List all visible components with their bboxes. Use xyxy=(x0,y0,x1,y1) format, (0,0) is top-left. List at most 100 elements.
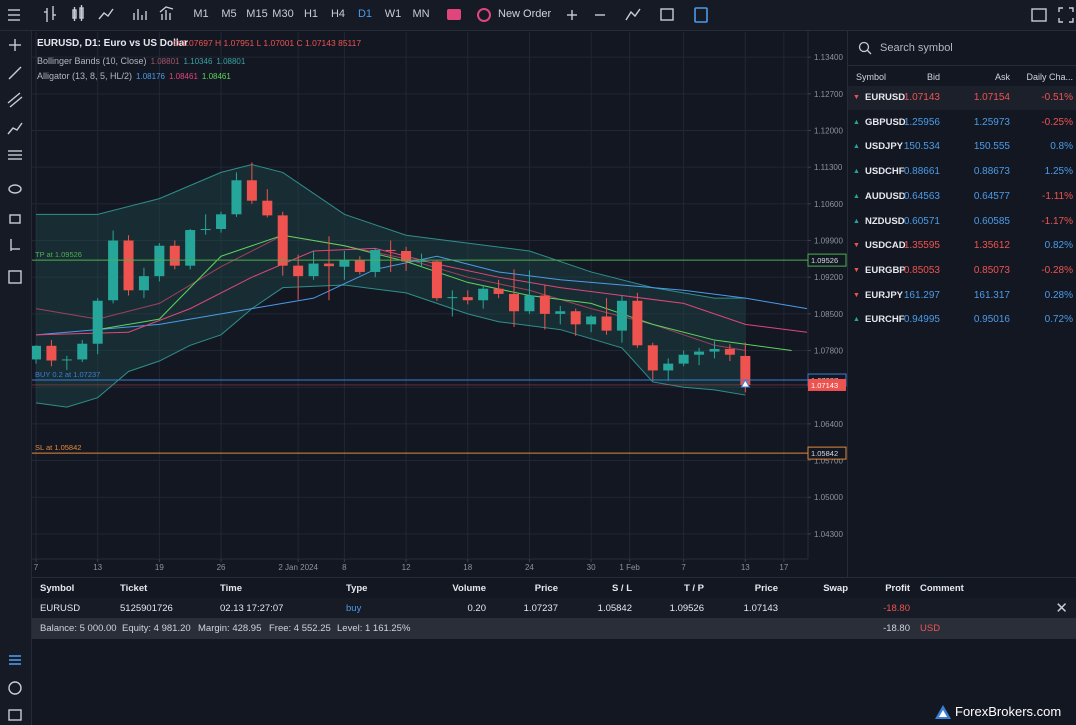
toolbar: M1 M5 M15 M30 H1 H4 D1 W1 MN New Order xyxy=(0,0,1076,31)
column-header: Profit xyxy=(885,583,910,594)
candle-body xyxy=(632,300,643,346)
new-order-button[interactable]: New Order xyxy=(498,8,552,20)
timeframe-button[interactable]: M15 xyxy=(246,8,268,20)
timeframe-button[interactable]: H4 xyxy=(330,8,346,20)
candle-body xyxy=(493,288,504,294)
candle-body xyxy=(154,245,165,277)
watchlist-row[interactable]: ▼ USDCAD 1.35595 1.35612 0.82% xyxy=(848,234,1076,258)
timeframe-button[interactable]: D1 xyxy=(357,8,373,20)
summary-item: Equity: 4 981.20 xyxy=(122,623,191,634)
watchlist-row[interactable]: ▼ EURUSD 1.07143 1.07154 -0.51% xyxy=(848,86,1076,110)
x-tick-label: 26 xyxy=(217,563,226,572)
y-tick-label: 1.10600 xyxy=(814,200,843,209)
eye-icon[interactable] xyxy=(8,184,22,194)
candle-body xyxy=(323,263,334,267)
y-tick-label: 1.08500 xyxy=(814,310,843,319)
search-input[interactable]: Search symbol xyxy=(880,42,953,54)
bid: 1.07143 xyxy=(903,92,940,103)
history-icon[interactable] xyxy=(8,681,22,695)
bars-icon[interactable] xyxy=(44,6,56,22)
trendline-icon[interactable] xyxy=(8,66,22,80)
x-tick-label: 19 xyxy=(155,563,164,572)
price-line-label: TP at 1.09526 xyxy=(35,250,82,259)
trend-arrow: ▼ xyxy=(853,266,860,274)
candle-body xyxy=(647,345,658,371)
menu-icon[interactable] xyxy=(8,9,20,21)
candles-icon[interactable] xyxy=(72,5,84,21)
y-tick-label: 1.06400 xyxy=(814,420,843,429)
ask: 1.25973 xyxy=(973,116,1010,128)
timeframe-button[interactable]: MN xyxy=(412,8,430,20)
calendar-icon[interactable] xyxy=(660,8,674,21)
candle-body xyxy=(77,343,88,360)
positions-panel: Symbol Ticket Time Type Volume Price S / L T / … xyxy=(32,577,1076,640)
timeframe-button[interactable]: H1 xyxy=(303,8,319,20)
column-header: Ticket xyxy=(120,583,148,594)
tree-icon[interactable] xyxy=(10,239,20,251)
watchlist-row[interactable]: ▲ USDCHF 0.88661 0.88673 1.25% xyxy=(848,160,1076,184)
fib-icon[interactable] xyxy=(8,150,22,160)
indicator-value: 1.08801 xyxy=(216,57,245,66)
indicator-value: 1.08461 xyxy=(202,72,231,81)
watchlist-row[interactable]: ▲ GBPUSD 1.25956 1.25973 -0.25% xyxy=(848,111,1076,135)
daily-change: 0.72% xyxy=(1044,314,1073,326)
indicators-icon[interactable] xyxy=(625,8,641,21)
line-icon[interactable] xyxy=(98,8,114,20)
candle-body xyxy=(601,316,612,331)
notes-icon[interactable] xyxy=(694,7,708,23)
y-tick-label: 1.09200 xyxy=(814,273,843,282)
fullscreen-icon[interactable] xyxy=(1058,7,1074,23)
zoom-in-icon[interactable] xyxy=(567,10,577,20)
timeframe-button[interactable]: M1 xyxy=(193,8,209,20)
daily-change: 0.28% xyxy=(1044,289,1073,301)
watchlist-row[interactable]: ▲ USDJPY 150.534 150.555 0.8% xyxy=(848,135,1076,159)
search-icon xyxy=(858,41,872,55)
watchlist-row[interactable]: ▲ NZDUSD 0.60571 0.60585 -1.17% xyxy=(848,210,1076,234)
list-icon[interactable] xyxy=(9,655,21,665)
position-cell: 1.09526 xyxy=(669,603,704,614)
watchlist-row[interactable]: ▲ EURCHF 0.94995 0.95016 0.72% xyxy=(848,308,1076,332)
symbol: EURUSD xyxy=(865,92,906,103)
account-summary: Balance: 5 000.00 Equity: 4 981.20 Margin:… xyxy=(32,618,1076,639)
candle-body xyxy=(123,240,134,291)
x-tick-label: 8 xyxy=(342,563,347,572)
position-cell: 0.20 xyxy=(467,603,487,614)
order-icon[interactable] xyxy=(447,9,461,20)
screenshot-icon[interactable] xyxy=(1031,8,1047,22)
watchlist-row[interactable]: ▲ AUDUSD 0.64563 0.64577 -1.11% xyxy=(848,185,1076,209)
timeframe-button[interactable]: W1 xyxy=(384,8,402,20)
watchlist-row[interactable]: ▼ EURJPY 161.297 161.317 0.28% xyxy=(848,284,1076,308)
lock-icon[interactable] xyxy=(9,214,21,224)
timeframe-button[interactable]: M30 xyxy=(272,8,294,20)
calc-icon[interactable] xyxy=(8,709,22,721)
ask: 0.88673 xyxy=(973,166,1010,178)
channel-icon[interactable] xyxy=(7,92,23,108)
y-tick-label: 1.13400 xyxy=(814,53,843,62)
summary-item: Balance: 5 000.00 xyxy=(40,623,117,634)
timeframe-button[interactable]: M5 xyxy=(221,8,237,20)
summary-item: Free: 4 552.25 xyxy=(269,623,331,634)
daily-change: 0.8% xyxy=(1050,141,1073,153)
trend-arrow: ▲ xyxy=(853,143,860,151)
crosshair-icon[interactable] xyxy=(9,39,21,51)
x-tick-label: 12 xyxy=(402,563,411,572)
candle-body xyxy=(724,348,735,355)
symbol: EURJPY xyxy=(865,289,904,301)
x-tick-label: 24 xyxy=(525,563,534,572)
position-row[interactable]: EURUSD 5125901726 02.13 17:27:07 buy 0.20 1.0… xyxy=(32,598,1076,618)
new-order-icon[interactable] xyxy=(477,8,491,22)
column-header: Price xyxy=(754,583,778,594)
plot: TP at 1.09526 BUY 0.2 at 1.07237 SL at 1.0… xyxy=(32,162,808,454)
bid: 161.297 xyxy=(903,289,940,301)
watchlist-row[interactable]: ▼ EURGBP 0.85053 0.85073 -0.28% xyxy=(848,259,1076,283)
candle-body xyxy=(246,180,257,201)
indicator-icon[interactable] xyxy=(159,6,174,20)
close-position-button[interactable]: ✕ xyxy=(1055,600,1068,617)
price-line-label: SL at 1.05842 xyxy=(35,443,81,452)
ohlc-readout: O 1.07697 H 1.07951 L 1.07001 C 1.07143 … xyxy=(173,38,361,48)
pattern-icon[interactable] xyxy=(7,122,23,135)
layers-icon[interactable] xyxy=(8,270,22,284)
candle-body xyxy=(138,276,149,291)
volume-icon[interactable] xyxy=(133,9,147,20)
candle-body xyxy=(462,297,473,301)
